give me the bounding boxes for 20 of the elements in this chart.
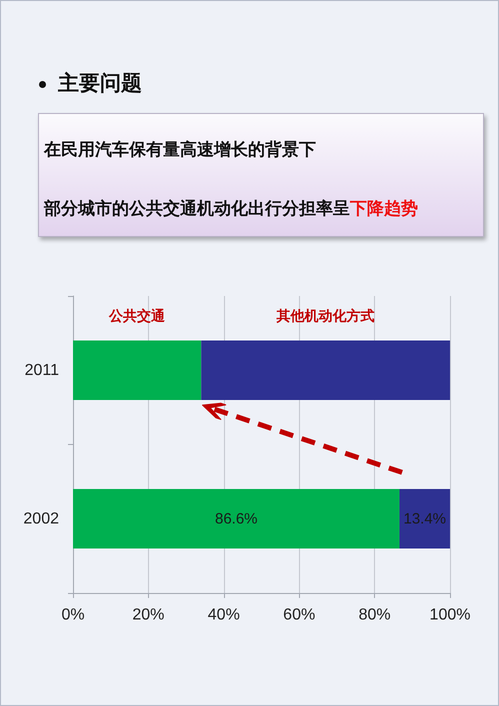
bar — [399, 489, 450, 548]
data-label: 86.6% — [214, 510, 258, 528]
x-tick-label: 0% — [61, 606, 85, 624]
series-label: 其他机动化方式 — [276, 308, 375, 324]
x-tick-label: 40% — [208, 606, 240, 624]
x-tick-label: 100% — [430, 606, 470, 624]
text: 下降趋势 — [350, 199, 418, 218]
x-tick-label: 60% — [283, 606, 316, 624]
bar — [73, 489, 400, 548]
data-label: 13.4% — [403, 510, 446, 528]
chart-subtitle: 在民用汽车保有量高速增长的背景下 — [44, 139, 316, 161]
bar — [201, 340, 450, 400]
x-tick-label: 20% — [132, 606, 164, 624]
series-label: 公共交通 — [108, 308, 166, 324]
y-tick-label: 2002 — [23, 510, 60, 528]
chart-title: 主要问题 — [58, 71, 142, 97]
text: 部分城市的公共交通机动化出行分担率呈 — [44, 199, 350, 218]
x-tick-label: 80% — [358, 606, 391, 624]
bar — [73, 340, 202, 400]
y-tick-label: 2011 — [24, 362, 60, 379]
